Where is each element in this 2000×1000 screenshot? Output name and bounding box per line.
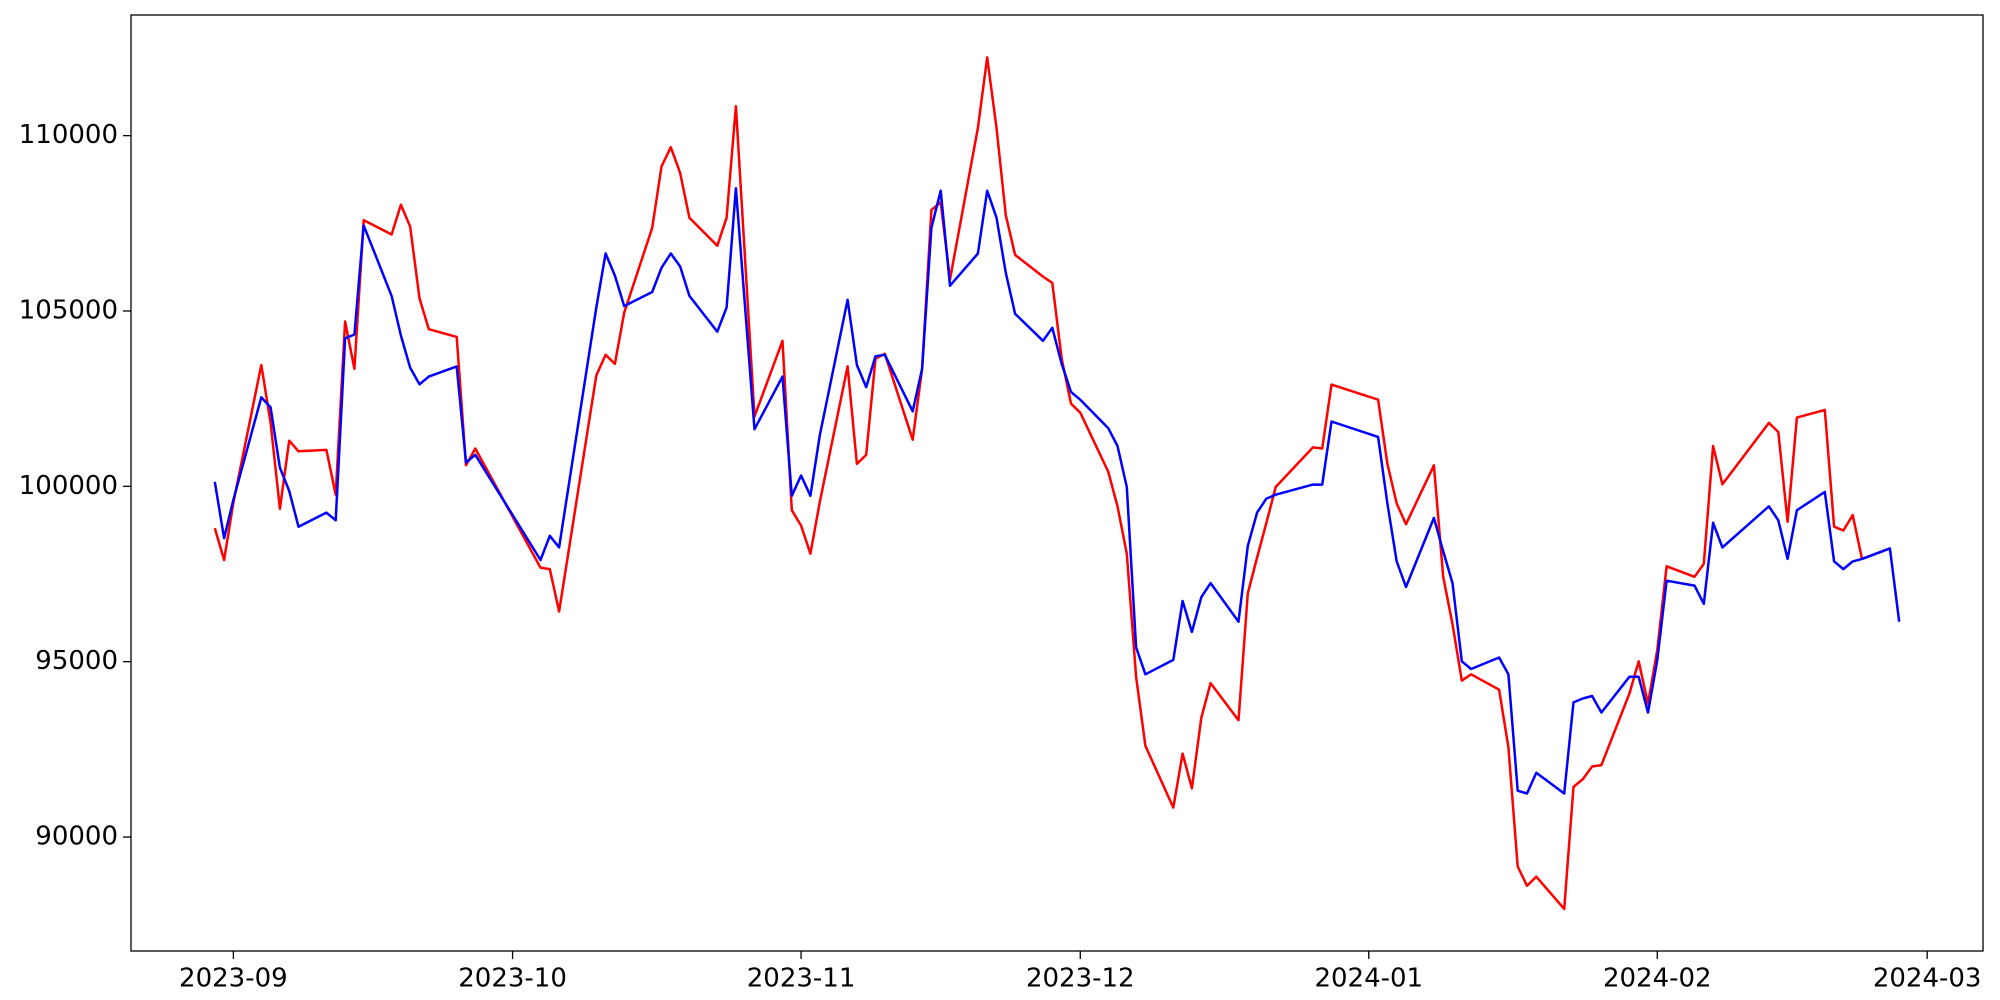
y-tick-label: 105000 [19, 295, 118, 325]
x-tick-label: 2023-09 [179, 964, 288, 994]
y-tick-label: 100000 [19, 471, 118, 501]
line-series [213, 186, 1901, 795]
y-tick-label: 95000 [35, 646, 118, 676]
x-tick-label: 2024-01 [1314, 964, 1423, 994]
y-tick-label: 90000 [35, 822, 118, 852]
x-tick-label: 2024-03 [1873, 964, 1982, 994]
plot-frame [130, 14, 1984, 952]
x-tick-label: 2023-11 [747, 964, 856, 994]
line-series [213, 56, 1891, 911]
x-tick-label: 2023-12 [1026, 964, 1135, 994]
x-tick-label: 2024-02 [1603, 964, 1712, 994]
y-tick-label: 110000 [19, 120, 118, 150]
x-tick-label: 2023-10 [458, 964, 567, 994]
